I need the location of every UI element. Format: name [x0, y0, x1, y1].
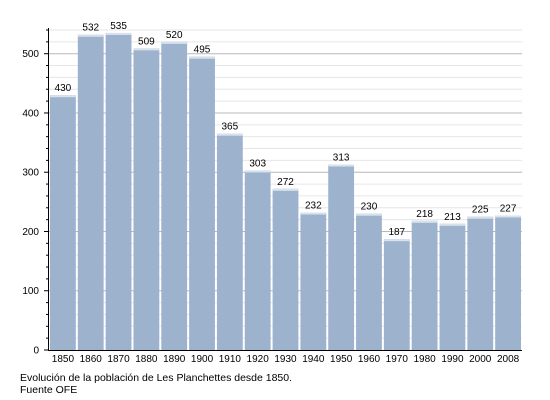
bar-2008 — [495, 215, 521, 350]
data-label: 495 — [194, 45, 211, 56]
bar-1970 — [383, 239, 410, 350]
data-label: 227 — [500, 203, 517, 214]
x-tick-label: 1890 — [163, 354, 186, 365]
bar-1880 — [133, 48, 160, 351]
x-tick-label: 2000 — [469, 354, 492, 365]
bar-highlight — [216, 133, 243, 136]
bar-highlight — [77, 34, 104, 37]
data-label: 430 — [55, 83, 72, 94]
bar-highlight — [189, 56, 215, 59]
bar-highlight — [133, 48, 160, 51]
bar-1920 — [244, 170, 271, 350]
bar-1990 — [439, 223, 466, 350]
bar-highlight — [383, 239, 410, 242]
data-label: 230 — [361, 202, 378, 213]
bar-highlight — [272, 188, 299, 191]
x-tick-label: 1880 — [135, 354, 158, 365]
bar-highlight — [328, 164, 355, 167]
y-tick-label: 400 — [22, 108, 39, 119]
bar-highlight — [105, 32, 132, 35]
x-tick-label: 1900 — [191, 354, 214, 365]
x-tick-label: 1910 — [219, 354, 242, 365]
bar-1950 — [328, 164, 355, 350]
data-label: 213 — [444, 212, 461, 223]
data-label: 520 — [166, 30, 183, 41]
x-tick-label: 1850 — [52, 354, 75, 365]
bars — [50, 32, 521, 351]
data-label: 232 — [305, 201, 322, 212]
data-label: 535 — [110, 21, 127, 32]
x-tick-label: 2008 — [497, 354, 520, 365]
bar-1900 — [189, 56, 215, 351]
data-label: 365 — [222, 122, 239, 133]
x-tick-label: 1930 — [274, 354, 297, 365]
data-label: 303 — [249, 158, 266, 169]
bar-1980 — [411, 220, 438, 350]
bar-1940 — [300, 212, 327, 350]
y-tick-label: 300 — [22, 168, 39, 179]
bar-1870 — [105, 32, 132, 351]
x-tick-label: 1870 — [107, 354, 130, 365]
bar-highlight — [356, 213, 382, 216]
y-tick-label: 0 — [33, 346, 39, 357]
bar-highlight — [495, 215, 521, 218]
bar-highlight — [244, 170, 271, 173]
bar-highlight — [161, 41, 188, 44]
bar-highlight — [411, 220, 438, 223]
bar-1930 — [272, 188, 299, 350]
x-tick-label: 1980 — [413, 354, 436, 365]
data-label: 509 — [138, 36, 155, 47]
axes: 1850 1860 1870 1880 1890 1900 1910 1920 1930 1940… — [22, 28, 522, 365]
data-label: 225 — [472, 205, 489, 216]
x-tick-label: 1920 — [247, 354, 270, 365]
data-label: 532 — [82, 23, 99, 34]
data-label: 313 — [333, 153, 350, 164]
x-tick-label: 1860 — [80, 354, 103, 365]
bar-1860 — [77, 34, 104, 350]
x-tick-label: 1940 — [302, 354, 325, 365]
bar-1910 — [216, 133, 243, 350]
y-tick-label: 100 — [22, 286, 39, 297]
bar-highlight — [300, 212, 327, 215]
bar-2000 — [467, 216, 494, 350]
bar-highlight — [467, 216, 494, 219]
data-label: 272 — [277, 177, 294, 188]
bar-1960 — [356, 213, 382, 350]
chart-caption: Evolución de la población de Les Planche… — [20, 372, 293, 384]
x-tick-label: 1960 — [358, 354, 381, 365]
y-tick-label: 200 — [22, 227, 39, 238]
data-labels: 430 532 535 509 520 495 365 303 272 232 313 230 187 2… — [55, 21, 517, 238]
data-label: 218 — [416, 209, 433, 220]
y-tick-label: 500 — [22, 49, 39, 60]
bar-highlight — [50, 95, 76, 98]
x-tick-label: 1970 — [386, 354, 409, 365]
data-label: 187 — [388, 227, 405, 238]
bar-highlight — [439, 223, 466, 226]
bar-1850 — [50, 95, 76, 351]
bar-1890 — [161, 41, 188, 350]
x-tick-label: 1950 — [330, 354, 353, 365]
x-tick-label: 1990 — [441, 354, 464, 365]
chart-source: Fuente OFE — [20, 384, 78, 396]
